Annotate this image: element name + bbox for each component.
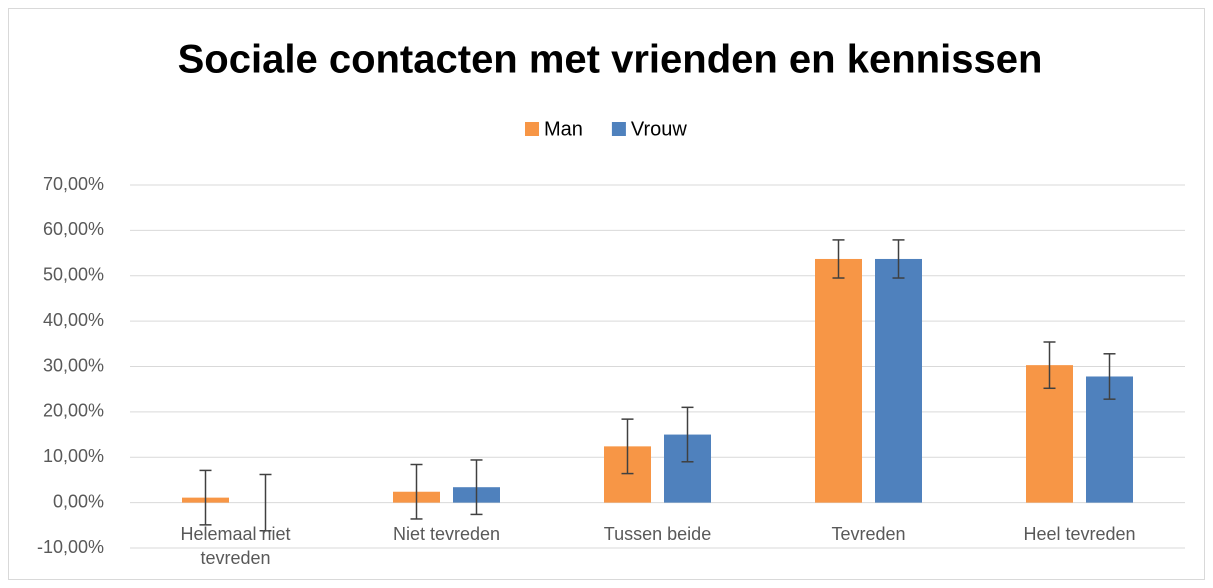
- bar: [815, 258, 862, 503]
- y-tick-label: 30,00%: [43, 355, 104, 375]
- legend-swatch: [611, 122, 626, 136]
- bar: [875, 258, 922, 503]
- y-tick-label: 50,00%: [43, 265, 104, 285]
- legend-label: Vrouw: [631, 118, 688, 140]
- x-tick-label: Niet tevreden: [392, 524, 501, 544]
- x-tick-label: Helemaal niet tevreden: [180, 524, 291, 568]
- y-tick-label: 10,00%: [43, 446, 104, 466]
- x-tick-label: Tevreden: [831, 524, 906, 544]
- y-tick-label: -10,00%: [37, 537, 104, 557]
- y-tick-label: 20,00%: [43, 401, 104, 421]
- legend-label: Man: [544, 118, 583, 140]
- x-tick-label: Tussen beide: [603, 524, 712, 544]
- legend-swatch: [525, 122, 539, 136]
- y-tick-label: 0,00%: [53, 491, 104, 511]
- chart-title: Sociale contacten met vrienden en kennis…: [178, 38, 1043, 82]
- y-tick-label: 60,00%: [43, 219, 104, 239]
- y-tick-label: 40,00%: [43, 310, 104, 330]
- x-tick-label: Heel tevreden: [1023, 524, 1136, 544]
- y-tick-label: 70,00%: [43, 174, 104, 194]
